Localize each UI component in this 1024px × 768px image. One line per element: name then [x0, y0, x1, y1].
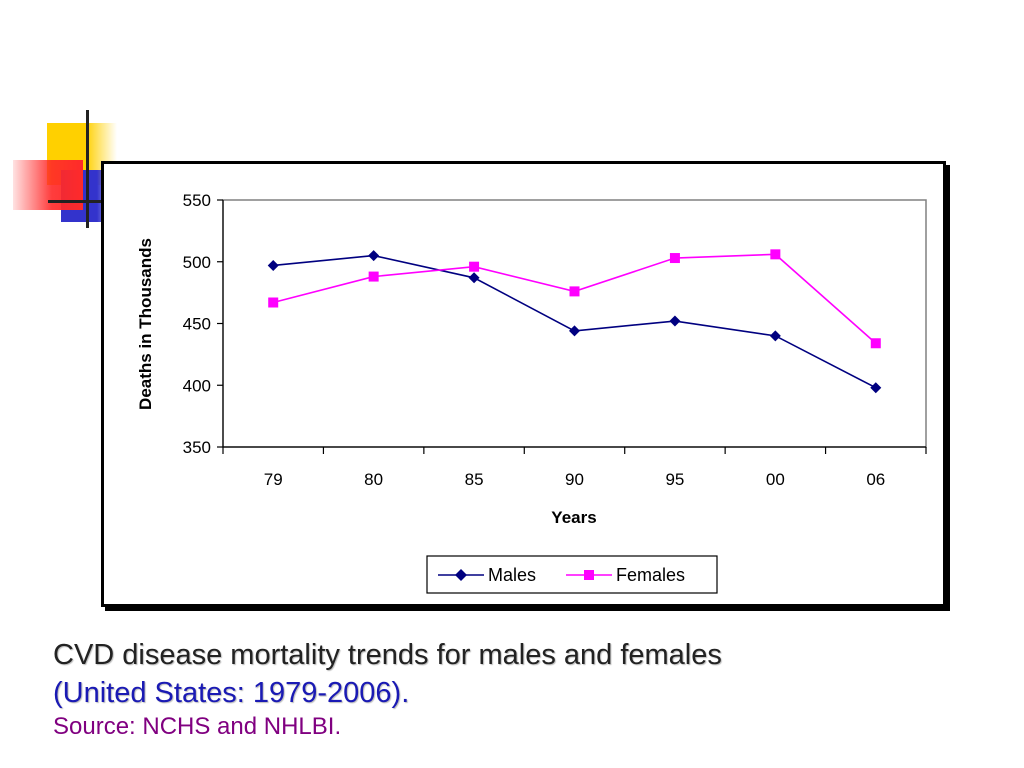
- y-tick-label: 500: [183, 253, 211, 272]
- x-axis-label: Years: [551, 508, 596, 527]
- x-tick-label: 79: [264, 470, 283, 489]
- caption-date-range: (United States: 1979-2006).: [53, 677, 410, 709]
- y-tick-label: 350: [183, 438, 211, 457]
- caption-title: CVD disease mortality trends for males a…: [53, 639, 722, 671]
- data-point-females: [669, 253, 680, 264]
- y-axis-label: Deaths in Thousands: [136, 238, 155, 410]
- y-tick-label: 400: [183, 376, 211, 395]
- line-chart: 350 400 450 500 550 79 80 85 90 95 00 06 Deaths in …: [136, 191, 927, 594]
- caption-source: Source: NCHS and NHLBI.: [53, 713, 342, 740]
- data-point-males: [669, 315, 681, 327]
- chart-frame: 350 400 450 500 550 79 80 85 90 95 00 06 Deaths in …: [101, 161, 946, 607]
- plot-area: [222, 199, 927, 448]
- data-point-males: [267, 259, 279, 271]
- legend-females-label: Females: [616, 565, 685, 585]
- x-tick-label: 80: [364, 470, 383, 489]
- x-tick-label: 00: [766, 470, 785, 489]
- data-point-females: [469, 261, 480, 272]
- data-point-females: [368, 271, 379, 282]
- legend: Males Females: [426, 555, 718, 594]
- decorative-horizontal-line: [48, 200, 108, 203]
- x-tick-label: 06: [866, 470, 885, 489]
- x-tick-label: 90: [565, 470, 584, 489]
- data-point-females: [870, 338, 881, 349]
- legend-males-label: Males: [488, 565, 536, 585]
- data-point-males: [468, 272, 480, 284]
- legend-females-marker: [584, 570, 594, 580]
- y-tick-label: 450: [183, 315, 211, 334]
- x-tick-label: 95: [665, 470, 684, 489]
- data-point-females: [268, 297, 279, 308]
- data-point-males: [569, 325, 580, 337]
- data-point-females: [770, 249, 781, 260]
- slide-caption: CVD disease mortality trends for males a…: [53, 636, 993, 742]
- data-point-males: [368, 250, 380, 262]
- data-point-females: [569, 286, 580, 297]
- legend-males-marker: [455, 569, 467, 581]
- data-point-males: [769, 330, 781, 342]
- decorative-vertical-line: [86, 110, 89, 228]
- x-tick-label: 85: [465, 470, 484, 489]
- data-point-males: [870, 382, 882, 394]
- y-tick-label: 550: [183, 191, 211, 210]
